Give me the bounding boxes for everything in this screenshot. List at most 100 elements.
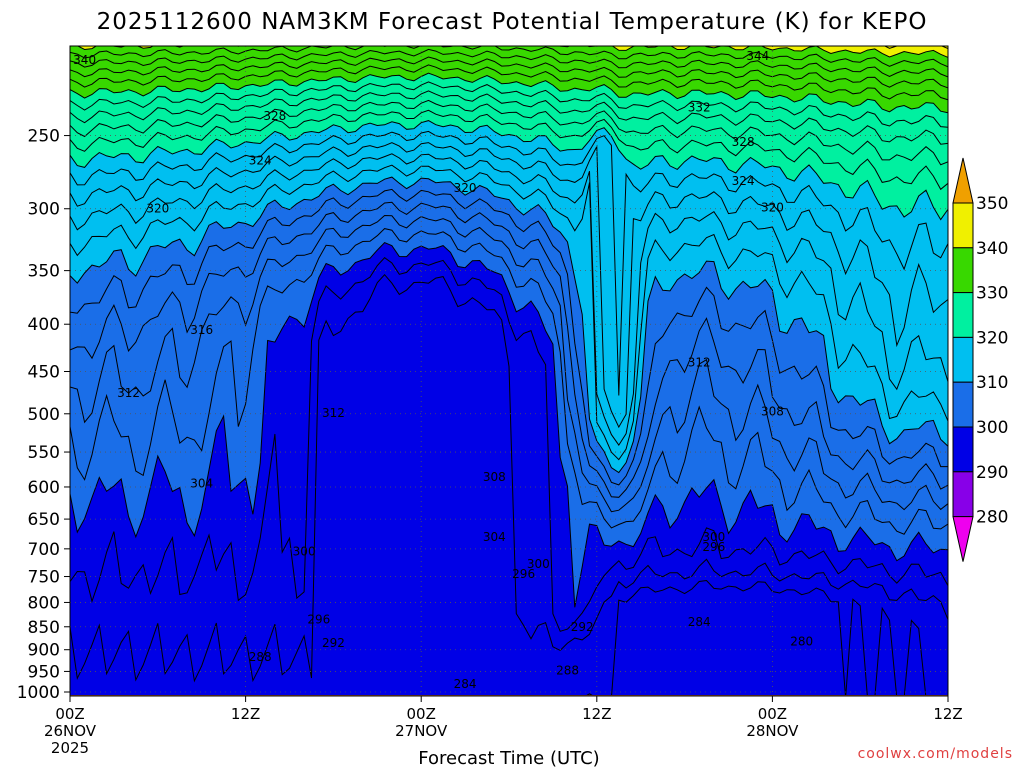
contour-label: 320 [761,200,784,214]
colorbar-segment [952,247,974,294]
contour-labels: 340 344 328 332 324 328 324 320 320 320 316 312 312 3… [73,49,813,691]
y-tick-label: 850 [28,618,60,638]
contour-label: 296 [512,567,535,581]
isentrope-line [70,130,948,396]
contour-label: 304 [190,477,213,491]
colorbar-label: 300 [976,418,1008,438]
x-tick-year: 2025 [51,739,89,757]
isentrope-line [70,64,948,101]
contour-label: 300 [527,557,550,571]
x-tick-date: 27NOV [395,722,448,740]
colorbar-segment [952,381,974,428]
contour-label: 312 [688,355,711,369]
fill-band [70,46,948,113]
x-tick-label: 00Z [758,705,787,723]
y-tick-label: 650 [28,510,60,530]
x-tick-label: 00Z [55,705,84,723]
isentrope-line [584,579,927,696]
contour-label: 340 [73,53,96,67]
isentrope-line [70,72,948,114]
contour-label: 300 [293,545,316,559]
contour-label: 308 [483,470,506,484]
isentrope-line [70,81,948,128]
y-tick-label: 600 [28,478,60,498]
contour-label: 292 [571,620,594,634]
y-tick-label: 400 [28,315,60,335]
isentrope-line [70,46,948,68]
isentrope-line [70,176,948,474]
contour-label: 324 [732,174,755,188]
colorbar-label: 330 [976,284,1008,304]
colorbar-segment [952,202,974,249]
y-tick-label: 450 [28,362,60,382]
colorbar-label: 310 [976,373,1008,393]
isentrope-line [70,36,948,41]
contour-label: 284 [454,677,477,691]
contour-label: 304 [483,530,506,544]
colorbar-label: 290 [976,463,1008,483]
grid-lines [70,46,948,696]
isentrope-line [70,153,948,446]
colorbar-label: 350 [976,194,1008,214]
contour-label: 320 [146,202,169,216]
isentrope-line [70,90,948,145]
contour-label: 344 [746,49,769,63]
isentrope-line [70,214,948,513]
contour-label: 300 [702,530,725,544]
isentrope-contours [70,36,948,696]
x-tick-label: 12Z [231,705,260,723]
contour-label: 288 [556,664,579,678]
y-tick-label: 950 [28,662,60,682]
contour-label: 328 [263,109,286,123]
y-tick-label: 800 [28,593,60,613]
contour-label: 332 [688,100,711,114]
contour-label: 312 [117,386,140,400]
isentrope-line [70,201,948,498]
x-tick-label: 00Z [407,705,436,723]
contour-label: 328 [732,135,755,149]
colorbar-segment [952,426,974,473]
contour-label: 308 [761,404,784,418]
isentrope-line [70,48,948,78]
isentrope-line [70,120,948,221]
y-tick-label: 900 [28,641,60,661]
y-tick-label: 550 [28,443,60,463]
y-tick-label: 250 [28,127,60,147]
contour-label: 296 [702,540,725,554]
isentrope-line [70,109,948,191]
fill-band [77,46,948,58]
y-tick-label: 700 [28,540,60,560]
contour-label: 296 [307,613,330,627]
isentrope-line [70,142,948,429]
y-tick-label: 300 [28,200,60,220]
isentrope-line [70,228,948,535]
isentrope-line [70,99,948,166]
pressure-axis: 250 300 350 400 450 500 550 600 650 700 750 800 850 9… [17,127,70,703]
colorbar-label: 320 [976,328,1008,348]
contour-label: 288 [249,650,272,664]
y-tick-label: 500 [28,405,60,425]
contour-label: 324 [249,153,272,167]
y-tick-label: 750 [28,568,60,588]
contour-label: 316 [190,323,213,337]
credit-text: coolwx.com/models [858,746,1013,762]
colorbar-label: 280 [976,508,1008,528]
colorbar-segment [952,336,974,383]
colorbar-label: 340 [976,239,1008,259]
colorbar-segment [952,157,974,204]
isentrope-line [70,56,948,89]
x-axis-title: Forecast Time (UTC) [418,748,599,768]
x-tick-label: 12Z [933,705,962,723]
x-tick-label: 12Z [582,705,611,723]
y-tick-label: 350 [28,262,60,282]
isentrope-line [70,257,948,632]
y-tick-label: 1000 [17,683,60,703]
fill-band [70,36,948,41]
isentrope-line [70,188,948,486]
isentrope-line [76,46,948,58]
x-tick-date: 26NOV [44,722,97,740]
chart-title: 2025112600 NAM3KM Forecast Potential Tem… [97,9,928,35]
colorbar: 280 290 300 310 320 330 340 350 [952,157,1008,562]
contour-label: 284 [688,615,711,629]
